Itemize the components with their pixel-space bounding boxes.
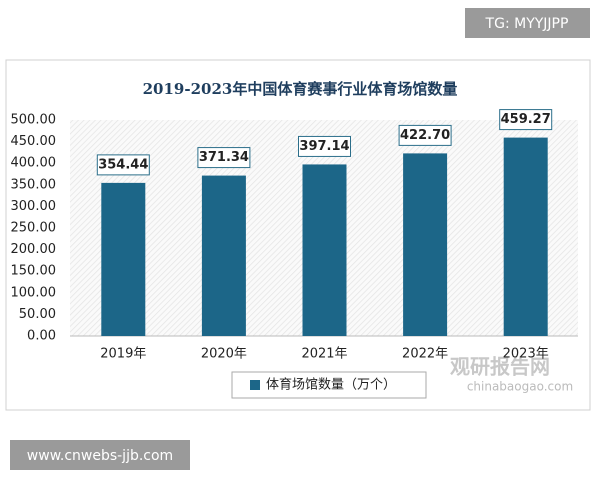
legend-label: 体育场馆数量（万个）: [266, 377, 396, 393]
url-text: www.cnwebs-jjb.com: [27, 448, 173, 464]
value-label: 354.44: [98, 157, 148, 172]
y-tick-label: 450.00: [11, 134, 57, 149]
y-tick-label: 250.00: [11, 221, 57, 236]
y-tick-label: 200.00: [11, 242, 57, 257]
value-label: 397.14: [299, 139, 349, 154]
value-label: 371.34: [199, 150, 249, 165]
value-label-box: [197, 147, 251, 169]
chart-title: 2019-2023年中国体育赛事行业体育场馆数量: [143, 80, 458, 98]
bar: [101, 182, 146, 336]
bar: [302, 164, 347, 336]
x-tick-label: 2022年: [402, 347, 448, 362]
y-tick-label: 150.00: [11, 264, 57, 279]
x-tick-label: 2021年: [301, 347, 347, 362]
x-tick-label: 2019年: [100, 347, 146, 362]
watermark-url: chinabaogao.com: [467, 380, 573, 394]
bar: [503, 137, 548, 336]
bar: [403, 153, 448, 336]
x-tick-label: 2020年: [201, 347, 247, 362]
tag-text: TG: MYYJJPP: [485, 16, 569, 32]
value-label: 422.70: [400, 128, 450, 143]
value-label-box: [499, 109, 553, 131]
bar: [201, 175, 246, 336]
y-tick-label: 400.00: [11, 156, 57, 171]
legend-box: [231, 371, 427, 399]
x-tick-label: 2023年: [503, 347, 549, 362]
value-label: 459.27: [501, 112, 551, 127]
y-tick-label: 100.00: [11, 285, 57, 300]
value-label-box: [398, 124, 452, 146]
watermark-name: 观研报告网: [450, 355, 550, 379]
y-tick-label: 0.00: [27, 329, 56, 344]
y-tick-label: 500.00: [11, 113, 57, 128]
legend-swatch: [250, 380, 260, 390]
value-label-box: [298, 135, 351, 157]
url-box: [10, 440, 190, 470]
y-tick-label: 350.00: [11, 177, 57, 192]
y-tick-label: 50.00: [19, 307, 56, 322]
value-label-box: [96, 154, 150, 176]
y-tick-label: 300.00: [11, 199, 57, 214]
tag-box: [465, 8, 590, 38]
